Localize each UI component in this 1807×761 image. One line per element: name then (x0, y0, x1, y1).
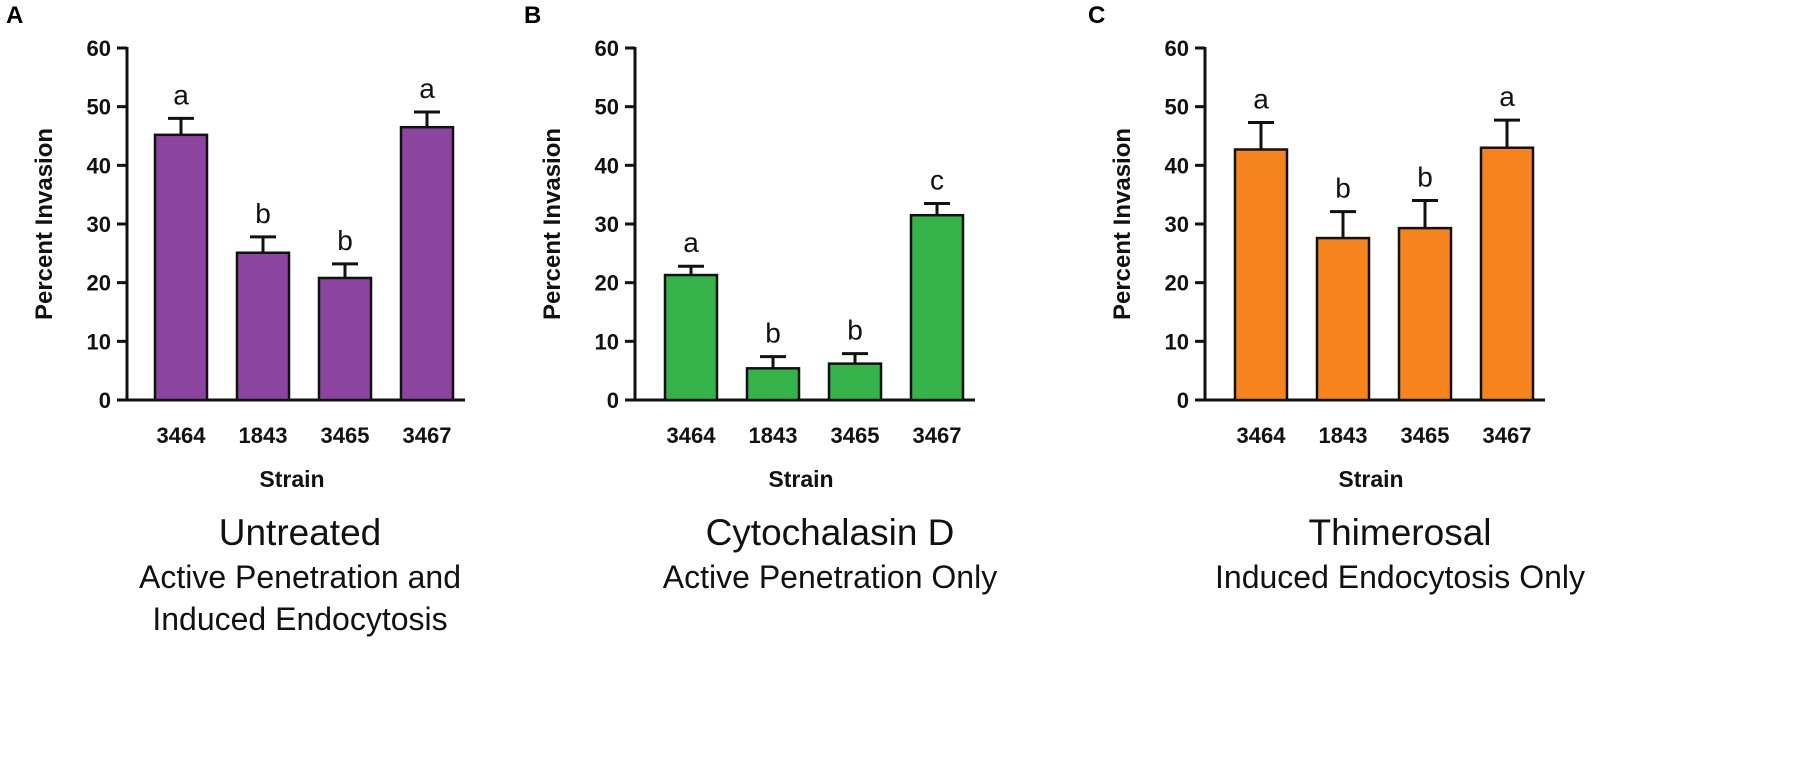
significance-letter: a (1499, 81, 1515, 112)
chart-caption: Untreated Active Penetration and Induced… (20, 510, 580, 640)
significance-letter: a (173, 79, 189, 110)
y-tick-label: 10 (87, 329, 111, 354)
bar-chart-untreated: 0 10 20 30 40 50 60 Percent Invasion a 3464 b 1843 b… (31, 36, 465, 492)
chart-caption: Thimerosal Induced Endocytosis Only (1120, 510, 1680, 598)
bar-chart-thimerosal: 0 10 20 30 40 50 60 Percent Invasion a 3464 b 1843 b… (1109, 36, 1545, 492)
bar (663, 273, 719, 402)
panel-label: A (6, 2, 24, 29)
significance-letter: c (930, 164, 944, 195)
panel-label: C (1088, 2, 1106, 29)
significance-letter: a (419, 73, 435, 104)
caption-line: Induced Endocytosis (152, 601, 448, 637)
x-tick-label: 3464 (1237, 423, 1287, 448)
caption-line: Active Penetration and (139, 559, 461, 595)
caption-title: Thimerosal (1308, 512, 1492, 553)
significance-letter: a (683, 227, 699, 258)
y-axis-title: Percent Invasion (31, 128, 58, 320)
x-tick-label: 1843 (1319, 423, 1368, 448)
chart-panel-a: A 0 10 20 30 40 50 60 Percent Invasion a 3464 b 184… (0, 0, 600, 761)
x-axis-title: Strain (1338, 466, 1403, 492)
y-tick-label: 30 (1165, 212, 1189, 237)
y-tick-label: 20 (87, 271, 111, 296)
x-tick-label: 3464 (667, 423, 717, 448)
x-tick-label: 1843 (239, 423, 288, 448)
bar (745, 367, 801, 402)
significance-letter: b (765, 318, 781, 349)
significance-letter: b (255, 198, 271, 229)
significance-letter: b (1335, 173, 1351, 204)
bar (399, 125, 455, 402)
y-axis-title: Percent Invasion (539, 128, 566, 320)
x-tick-label: 3464 (157, 423, 207, 448)
x-tick-label: 3467 (1483, 423, 1532, 448)
y-tick-label: 40 (595, 153, 619, 178)
significance-letter: b (1417, 162, 1433, 193)
bar (153, 133, 209, 402)
y-tick-label: 30 (87, 212, 111, 237)
y-tick-label: 50 (595, 95, 619, 120)
significance-letter: b (847, 315, 863, 346)
y-tick-label: 30 (595, 212, 619, 237)
x-tick-label: 3467 (913, 423, 962, 448)
y-tick-label: 10 (595, 329, 619, 354)
y-tick-label: 10 (1165, 329, 1189, 354)
significance-letter: b (337, 225, 353, 256)
panel-label: B (524, 2, 542, 29)
bar (317, 276, 373, 402)
bar (235, 251, 291, 402)
y-tick-label: 0 (607, 388, 619, 413)
caption-line: Active Penetration Only (662, 559, 998, 595)
y-tick-label: 40 (1165, 153, 1189, 178)
x-tick-label: 3465 (321, 423, 370, 448)
significance-letter: a (1253, 84, 1269, 115)
x-axis-title: Strain (259, 466, 324, 492)
y-tick-label: 0 (99, 388, 111, 413)
x-tick-label: 3465 (1401, 423, 1450, 448)
bar (827, 362, 883, 402)
chart-panel-b: B 0 10 20 30 40 50 60 Percent Invasion a 3464 b 184… (520, 0, 1120, 761)
y-tick-label: 20 (1165, 271, 1189, 296)
y-tick-label: 40 (87, 153, 111, 178)
y-tick-label: 0 (1177, 388, 1189, 413)
caption-title: Cytochalasin D (705, 512, 955, 553)
x-tick-label: 3467 (403, 423, 452, 448)
caption-title: Untreated (218, 512, 382, 553)
y-tick-label: 60 (87, 36, 111, 61)
y-tick-label: 50 (1165, 95, 1189, 120)
bar (1315, 236, 1371, 402)
bar-chart-cytochalasin: 0 10 20 30 40 50 60 Percent Invasion a 3464 b 1843 b… (539, 36, 975, 492)
y-tick-label: 60 (595, 36, 619, 61)
bar (1479, 146, 1535, 402)
chart-panel-c: C 0 10 20 30 40 50 60 Percent Invasion a 3464 b 184… (1080, 0, 1680, 761)
y-tick-label: 20 (595, 271, 619, 296)
bar (1233, 148, 1289, 402)
x-tick-label: 3465 (831, 423, 880, 448)
y-tick-label: 50 (87, 95, 111, 120)
y-tick-label: 60 (1165, 36, 1189, 61)
x-axis-title: Strain (768, 466, 833, 492)
bar (909, 213, 965, 402)
y-axis-title: Percent Invasion (1109, 128, 1136, 320)
chart-caption: Cytochalasin D Active Penetration Only (550, 510, 1110, 598)
caption-line: Induced Endocytosis Only (1215, 559, 1585, 595)
x-tick-label: 1843 (749, 423, 798, 448)
bar (1397, 226, 1453, 402)
